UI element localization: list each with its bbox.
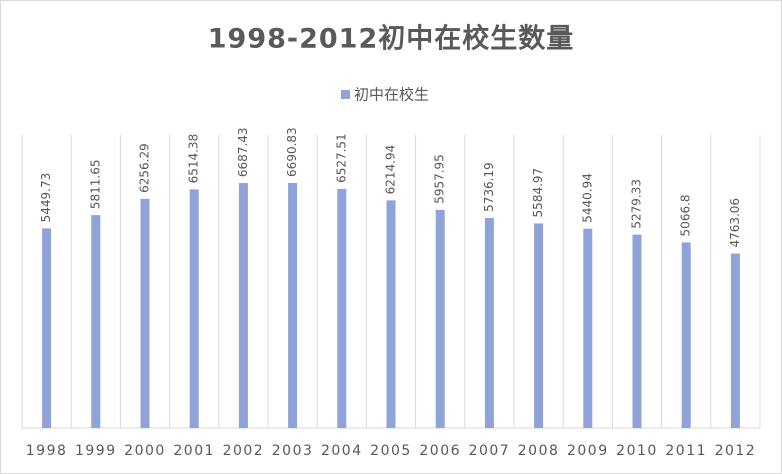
data-label: 6687.43 — [236, 127, 250, 177]
bar — [632, 234, 642, 428]
data-label: 5066.8 — [679, 194, 693, 236]
bar — [435, 209, 445, 428]
bar — [91, 215, 101, 428]
x-tick-label: 1998 — [26, 443, 68, 459]
x-tick-label: 2003 — [272, 443, 314, 459]
bar — [534, 223, 544, 428]
x-tick-label: 2005 — [370, 443, 412, 459]
bar — [140, 198, 150, 428]
x-tick-label: 2009 — [567, 443, 609, 459]
data-label: 6527.51 — [334, 133, 348, 183]
legend-swatch — [341, 90, 350, 99]
data-label: 6514.38 — [187, 134, 201, 184]
x-tick-label: 2011 — [665, 443, 707, 459]
x-tick-label: 2006 — [419, 443, 461, 459]
legend-label: 初中在校生 — [354, 86, 429, 104]
x-tick-label: 2008 — [518, 443, 560, 459]
data-label: 5279.33 — [630, 179, 644, 229]
data-label: 6690.83 — [285, 127, 299, 177]
chart-title: 1998-2012初中在校生数量 — [208, 23, 575, 55]
bar — [583, 228, 593, 428]
data-label: 6256.29 — [138, 143, 152, 193]
data-label: 5584.97 — [531, 168, 545, 218]
bar — [189, 189, 199, 428]
bar — [288, 182, 298, 428]
data-label: 5736.19 — [482, 162, 496, 212]
x-tick-label: 2012 — [715, 443, 757, 459]
x-tick-label: 2001 — [173, 443, 215, 459]
data-label: 5811.65 — [88, 160, 102, 210]
data-label: 5449.73 — [39, 173, 53, 223]
data-label: 4763.06 — [728, 198, 742, 248]
data-label: 5440.94 — [580, 173, 594, 223]
x-tick-label: 2010 — [616, 443, 658, 459]
x-tick-label: 2000 — [124, 443, 166, 459]
x-tick-label: 2002 — [223, 443, 265, 459]
bar — [730, 253, 740, 428]
x-tick-label: 2004 — [321, 443, 363, 459]
bar — [681, 242, 691, 428]
bar — [386, 200, 396, 428]
data-label: 5957.95 — [433, 154, 447, 204]
data-label: 6214.94 — [384, 145, 398, 195]
bar — [337, 188, 347, 428]
bar — [42, 228, 52, 428]
x-tick-label: 2007 — [469, 443, 511, 459]
x-tick-label: 1999 — [75, 443, 117, 459]
bar — [484, 217, 494, 428]
bar — [238, 183, 248, 428]
